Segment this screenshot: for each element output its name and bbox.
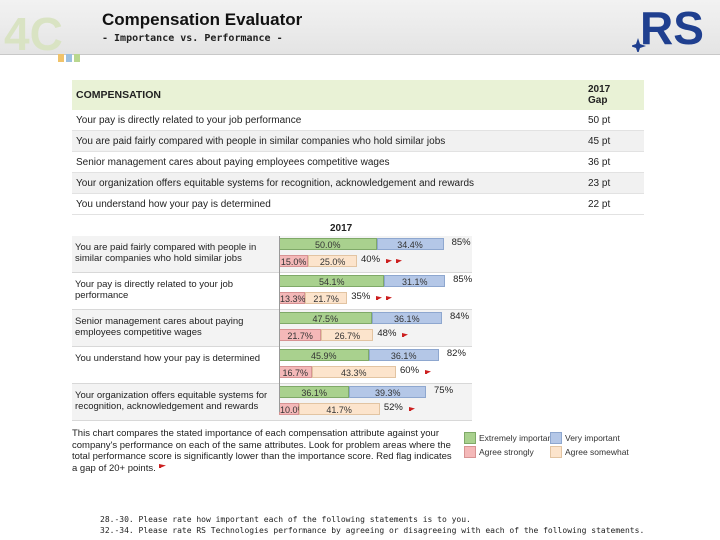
chart-baseline	[279, 236, 280, 412]
red-flag-icon	[386, 259, 392, 268]
rs-logo-icon: RS	[632, 2, 704, 52]
bar-agree-somewhat: 41.7%	[298, 403, 380, 415]
chart-row: Your pay is directly related to your job…	[72, 273, 472, 310]
bar-agree-somewhat: 43.3%	[311, 366, 396, 378]
legend-swatch-green	[464, 432, 476, 444]
chart-row-label: Your organization offers equitable syste…	[75, 390, 268, 412]
performance-total-label: 35%	[351, 291, 371, 302]
bar-very-important: 31.1%	[384, 275, 446, 287]
logo-4c-text: 4C	[4, 8, 63, 60]
gap-table-gap-header: 2017 Gap	[584, 80, 644, 110]
logo-rs-text: RS	[640, 2, 704, 52]
bar-very-important: 39.3%	[349, 386, 427, 398]
chart-explanation-note: This chart compares the stated importanc…	[72, 428, 457, 474]
page-title: Compensation Evaluator	[102, 10, 303, 29]
chart-row-label: Senior management cares about paying emp…	[75, 316, 244, 338]
chart-row-label: You are paid fairly compared with people…	[75, 242, 257, 264]
gap-row-label: Senior management cares about paying emp…	[72, 151, 584, 173]
gap-table-row: Your organization offers equitable syste…	[72, 172, 644, 194]
bar-very-important: 36.1%	[371, 312, 443, 324]
red-flag-icon	[402, 333, 409, 342]
red-flag-icon	[396, 259, 402, 268]
gap-table-row: You understand how your pay is determine…	[72, 193, 644, 215]
chart-row: You are paid fairly compared with people…	[72, 236, 472, 273]
legend-label: Very important	[565, 433, 620, 443]
importance-performance-chart: You are paid fairly compared with people…	[72, 236, 472, 421]
legend-item-extreme: Extremely important	[464, 432, 555, 444]
red-flag-icon	[425, 370, 431, 379]
gap-row-label: Your pay is directly related to your job…	[72, 110, 584, 131]
chart-year-label: 2017	[330, 223, 353, 234]
gap-row-label: You are paid fairly compared with people…	[72, 130, 584, 152]
legend-swatch-peach	[550, 446, 562, 458]
gap-row-value: 23 pt	[584, 172, 644, 194]
gap-row-value: 22 pt	[584, 193, 644, 215]
importance-total-label: 75%	[434, 385, 454, 396]
gap-table-label-header: COMPENSATION	[72, 80, 584, 110]
gap-table-row: You are paid fairly compared with people…	[72, 130, 644, 152]
importance-total-label: 85%	[451, 237, 471, 248]
chart-row: Senior management cares about paying emp…	[72, 310, 472, 347]
performance-total-label: 40%	[361, 254, 381, 265]
legend-label: Agree somewhat	[565, 447, 629, 457]
performance-total-label: 52%	[383, 402, 403, 413]
4c-logo-icon: 4C	[4, 8, 80, 62]
footnote-line: 32.-34. Please rate RS Technologies perf…	[100, 526, 645, 535]
bar-extremely-important: 45.9%	[279, 349, 369, 361]
gap-header-label: Gap	[588, 95, 608, 106]
red-flag-icon	[159, 463, 167, 473]
header-bar: 4C Compensation Evaluator - Importance v…	[0, 0, 720, 62]
performance-total-label: 60%	[400, 365, 420, 376]
red-flag-icon	[386, 296, 393, 305]
note-text: This chart compares the stated importanc…	[72, 428, 452, 474]
legend-swatch-red	[464, 446, 476, 458]
chart-row-label: You understand how your pay is determine…	[75, 353, 261, 364]
legend-label: Agree strongly	[479, 447, 534, 457]
chart-row: You understand how your pay is determine…	[72, 347, 472, 384]
bar-very-important: 34.4%	[376, 238, 444, 250]
footnote-line: 28.-30. Please rate how important each o…	[100, 515, 471, 524]
chart-row-label: Your pay is directly related to your job…	[75, 279, 234, 301]
legend-item-very: Very important	[550, 432, 620, 444]
bar-agree-strongly: 13.3%	[279, 292, 306, 304]
bar-extremely-important: 50.0%	[279, 238, 377, 250]
gap-row-label: Your organization offers equitable syste…	[72, 172, 584, 194]
bar-agree-somewhat: 25.0%	[308, 255, 357, 267]
survey-footnote: 28.-30. Please rate how important each o…	[100, 514, 644, 536]
red-flag-icon	[408, 407, 415, 416]
bar-agree-strongly: 15.0%	[279, 255, 309, 267]
legend-swatch-blue	[550, 432, 562, 444]
red-flag-icon	[376, 296, 383, 305]
performance-total-label: 48%	[377, 328, 397, 339]
bar-extremely-important: 54.1%	[279, 275, 385, 287]
gap-row-value: 50 pt	[584, 110, 644, 131]
legend-label: Extremely important	[479, 433, 555, 443]
page-subtitle: - Importance vs. Performance -	[102, 33, 283, 44]
gap-row-value: 45 pt	[584, 130, 644, 152]
gap-table: COMPENSATION 2017 Gap Your pay is direct…	[72, 80, 644, 215]
importance-total-label: 84%	[450, 311, 470, 322]
gap-row-label: You understand how your pay is determine…	[72, 193, 584, 215]
bar-agree-somewhat: 26.7%	[321, 329, 374, 341]
importance-total-label: 85%	[453, 274, 473, 285]
bar-agree-strongly: 16.7%	[279, 366, 312, 378]
gap-header-year: 2017	[588, 84, 611, 95]
gap-table-row: Senior management cares about paying emp…	[72, 151, 644, 173]
bar-agree-strongly: 21.7%	[279, 329, 322, 341]
gap-table-header: COMPENSATION 2017 Gap	[72, 80, 644, 110]
legend-item-strong: Agree strongly	[464, 446, 534, 458]
importance-total-label: 82%	[446, 348, 466, 359]
legend-item-some: Agree somewhat	[550, 446, 629, 458]
bar-very-important: 36.1%	[368, 349, 439, 361]
gap-table-row: Your pay is directly related to your job…	[72, 110, 644, 131]
bar-agree-strongly: 10.0%	[279, 403, 306, 415]
chart-row: Your organization offers equitable syste…	[72, 384, 472, 421]
bar-extremely-important: 47.5%	[279, 312, 372, 324]
bar-agree-somewhat: 21.7%	[304, 292, 348, 304]
bar-extremely-important: 36.1%	[279, 386, 350, 398]
gap-row-value: 36 pt	[584, 151, 644, 173]
